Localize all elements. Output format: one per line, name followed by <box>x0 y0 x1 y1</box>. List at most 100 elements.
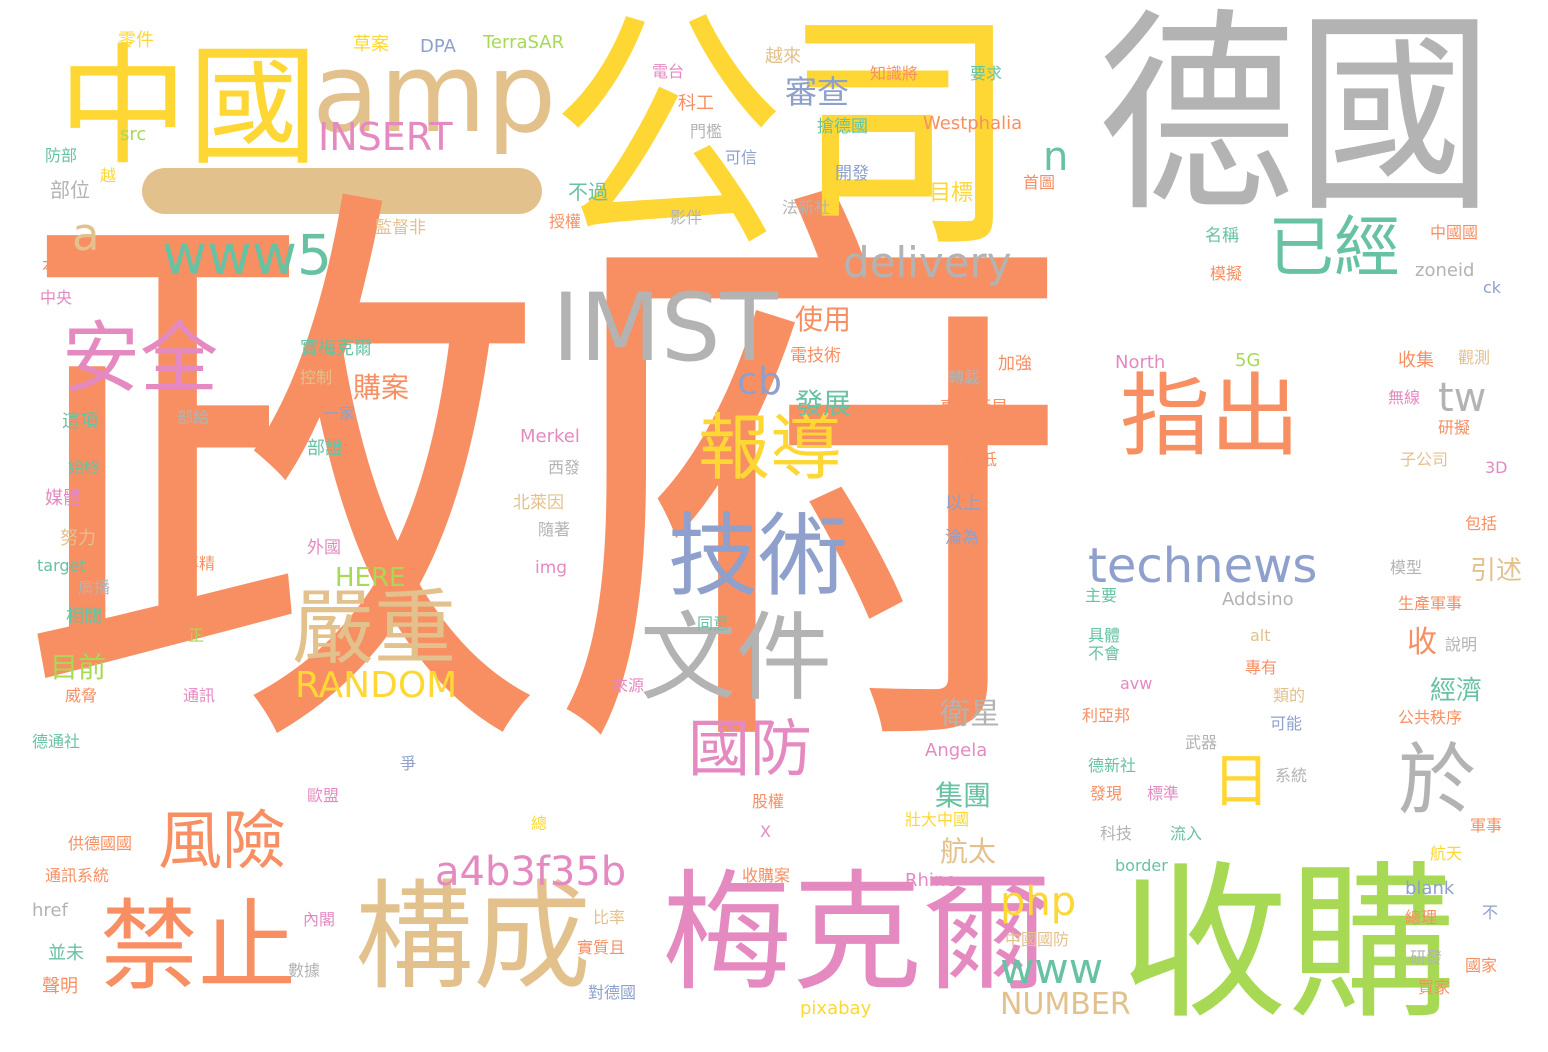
word-dexinshe: 德新社 <box>1088 756 1137 775</box>
word-yinshu: 引述 <box>1470 556 1523 586</box>
word-shizhiqie: 實質且 <box>577 938 626 957</box>
word-yanzhong: 嚴重 <box>292 581 457 676</box>
word-addsino: Addsino <box>1222 589 1294 610</box>
word-leide: 類的 <box>1273 686 1306 705</box>
word-weixing: 衛星 <box>940 697 1000 732</box>
word-yu: 於 <box>1398 736 1477 826</box>
word-shengming: 聲明 <box>42 976 78 997</box>
word-laiyuan: 來源 <box>612 676 645 695</box>
word-yingban: 影伴 <box>670 208 703 227</box>
word-muqian: 目前 <box>50 651 107 684</box>
word-yijiangou: 以建構 <box>965 418 1014 437</box>
word-shimeikeer: 實梅克爾 <box>300 338 372 359</box>
word-gongsi: 公司 <box>550 0 1020 284</box>
dash-mark <box>142 168 542 214</box>
word-blank: blank <box>1405 878 1455 899</box>
word-cb: cb <box>737 359 783 403</box>
word-goucheng: 構成 <box>355 868 592 1006</box>
word-xitong: 系統 <box>1275 766 1308 785</box>
word-hangtian: 航天 <box>1430 844 1463 863</box>
word-yue: 越 <box>100 166 117 185</box>
word-meikeer: 梅克爾 <box>662 857 1053 1009</box>
word-3d: 3D <box>1485 458 1508 477</box>
word-tongxun: 通訊 <box>183 686 216 705</box>
word-imst: IMST <box>552 274 778 383</box>
word-gongdeguoguo: 供德國國 <box>68 834 133 853</box>
word-avw: avw <box>1120 674 1153 693</box>
word-guquan: 股權 <box>752 792 785 811</box>
word-baodao: 報導 <box>698 406 843 490</box>
word-zhongyang: 中央 <box>40 288 73 307</box>
word-xifa: 西發 <box>548 458 581 477</box>
word-kaifa: 開發 <box>835 164 869 184</box>
word-shencha: 審查 <box>785 73 850 111</box>
word-jianduofei: 監督非 <box>375 218 426 238</box>
word-meiti: 媒體 <box>45 488 81 509</box>
word-caoan: 草案 <box>353 34 389 55</box>
word-mingcheng: 名稱 <box>1205 226 1239 246</box>
word-westphalia: Westphalia <box>923 113 1023 134</box>
word-href: href <box>32 900 68 921</box>
word-rhine: Rhine <box>905 870 957 891</box>
word-yijing: 已經 <box>1268 209 1400 286</box>
word-shougou: 收購 <box>1120 846 1456 1042</box>
word-amp: amp <box>312 29 557 157</box>
word-guofang: 國防 <box>688 712 813 785</box>
word-x: X <box>760 822 771 841</box>
word-random: RANDOM <box>295 665 458 706</box>
word-pixabay: pixabay <box>800 998 872 1019</box>
word-falv: 法律 <box>108 236 141 255</box>
word-zigongsi: 子公司 <box>1400 450 1449 469</box>
word-ck: ck <box>1483 278 1502 297</box>
word-faxian: 發現 <box>1090 784 1123 803</box>
word-waiguo: 外國 <box>307 538 341 558</box>
word-alt: alt <box>1250 626 1271 645</box>
word-zhuyao: 主要 <box>1085 586 1118 605</box>
word-shouquan: 授權 <box>549 212 582 231</box>
word-bu: 不 <box>1482 903 1499 922</box>
word-juti: 具體 <box>1088 626 1121 645</box>
word-ri: 日 <box>1212 747 1271 815</box>
word-a: a <box>72 208 100 261</box>
word-zhichu: 指出 <box>1120 364 1300 469</box>
word-moxing: 模型 <box>1390 558 1423 577</box>
word-zhuanzai: 轉載 <box>948 368 981 387</box>
word-bilv: 比率 <box>593 908 626 927</box>
word-technews: technews <box>1088 538 1318 594</box>
word-shuoming: 說明 <box>1445 635 1478 654</box>
word-guojia: 國家 <box>1465 956 1498 975</box>
word-biaozhun: 標準 <box>1147 784 1180 803</box>
word-zhuanjingweixing: 專精衛星 <box>940 398 1008 418</box>
word-wuqi: 武器 <box>1185 733 1218 752</box>
word-yijia: 一家 <box>323 404 356 423</box>
word-target: target <box>37 556 86 575</box>
word-yishang: 以上 <box>945 493 981 514</box>
word-jiaqiang: 加強 <box>998 354 1032 374</box>
word-border: border <box>1115 856 1168 875</box>
word-shizhong: 始終 <box>68 458 101 477</box>
word-tw: tw <box>1438 375 1487 421</box>
word-merkel: Merkel <box>520 426 580 447</box>
word-kongzhi: 控制 <box>300 368 333 387</box>
word-weixie: 威脅 <box>65 686 98 705</box>
word-buzheng: 部證 <box>307 438 343 459</box>
word-buguo: 不過 <box>568 180 608 204</box>
word-zhongguoguofang: 中國國防 <box>1005 930 1070 949</box>
word-moni: 模擬 <box>1210 264 1243 283</box>
word-north: North <box>1115 352 1166 373</box>
word-zhuangdazhongguo: 壯大中國 <box>905 810 970 829</box>
word-tongyi: 同意 <box>697 614 730 633</box>
word-shengchanjunshi: 生產軍事 <box>1398 594 1463 613</box>
word-www5: www5 <box>162 223 332 287</box>
word-tongxunxitong: 通訊系統 <box>45 866 110 885</box>
word-zhengfu: 政府 <box>20 142 1073 823</box>
word-number: NUMBER <box>1000 987 1131 1022</box>
word-mai: 買家 <box>1418 978 1451 997</box>
word-xiangguan: 相關 <box>66 606 102 627</box>
word-5g: 5G <box>1235 350 1261 371</box>
word-liyabang: 利亞邦 <box>1082 706 1131 725</box>
word-qiangdeguo: 搶德國 <box>817 117 868 137</box>
word-insert: INSERT <box>318 115 453 159</box>
word-yaoqiu: 要求 <box>970 64 1003 83</box>
